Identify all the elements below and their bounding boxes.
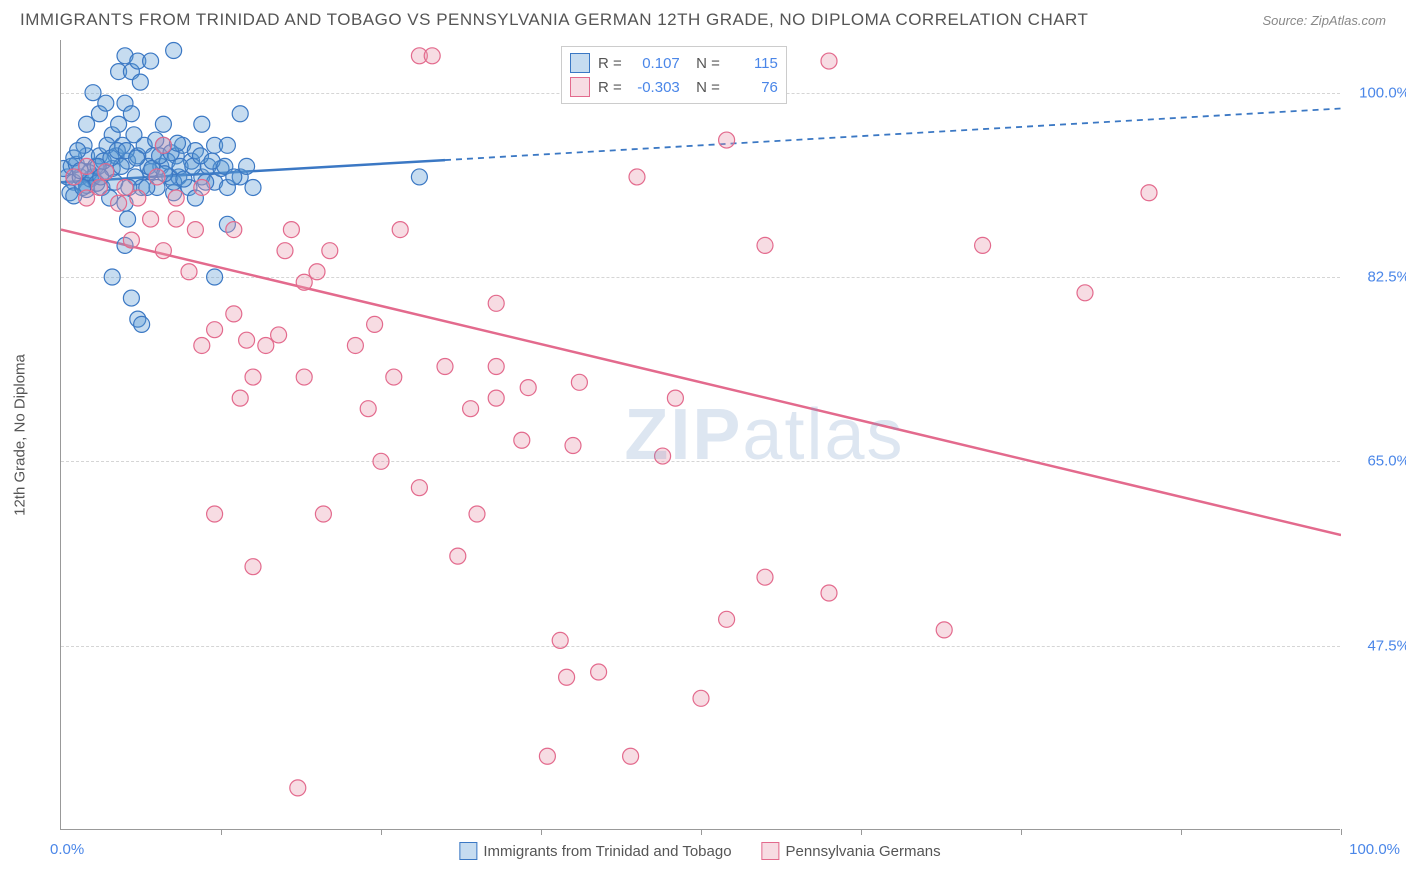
r-label: R =	[598, 79, 622, 96]
y-tick-label: 100.0%	[1359, 84, 1406, 101]
scatter-svg	[61, 40, 1341, 830]
r-value: 0.107	[630, 55, 680, 72]
y-tick-label: 65.0%	[1367, 453, 1406, 470]
r-value: -0.303	[630, 79, 680, 96]
y-tick-label: 47.5%	[1367, 637, 1406, 654]
n-value: 115	[728, 55, 778, 72]
legend-swatch	[570, 53, 590, 73]
legend-swatch	[459, 842, 477, 860]
legend-series-name: Immigrants from Trinidad and Tobago	[483, 843, 731, 860]
n-label: N =	[688, 79, 720, 96]
x-axis-max-label: 100.0%	[1349, 841, 1400, 858]
r-label: R =	[598, 55, 622, 72]
legend-series-name: Pennsylvania Germans	[786, 843, 941, 860]
chart-title: IMMIGRANTS FROM TRINIDAD AND TOBAGO VS P…	[20, 10, 1088, 30]
legend-item: Pennsylvania Germans	[762, 842, 941, 860]
chart-area: ZIPatlas R =0.107 N =115R =-0.303 N =76 …	[60, 40, 1340, 830]
source-label: Source: ZipAtlas.com	[1262, 13, 1386, 28]
n-label: N =	[688, 55, 720, 72]
correlation-legend: R = 0.107 N = 115 R = -0.303 N = 76	[561, 46, 787, 104]
x-tick	[1341, 829, 1342, 835]
legend-row: R = -0.303 N = 76	[570, 75, 778, 99]
series-legend: Immigrants from Trinidad and Tobago Penns…	[459, 842, 940, 860]
y-tick-label: 82.5%	[1367, 269, 1406, 286]
x-axis-min-label: 0.0%	[50, 841, 84, 858]
legend-swatch	[570, 77, 590, 97]
legend-swatch	[762, 842, 780, 860]
legend-row: R = 0.107 N = 115	[570, 51, 778, 75]
y-axis-label: 12th Grade, No Diploma	[12, 354, 29, 516]
legend-item: Immigrants from Trinidad and Tobago	[459, 842, 731, 860]
plot-region: ZIPatlas R =0.107 N =115R =-0.303 N =76	[60, 40, 1340, 830]
n-value: 76	[728, 79, 778, 96]
